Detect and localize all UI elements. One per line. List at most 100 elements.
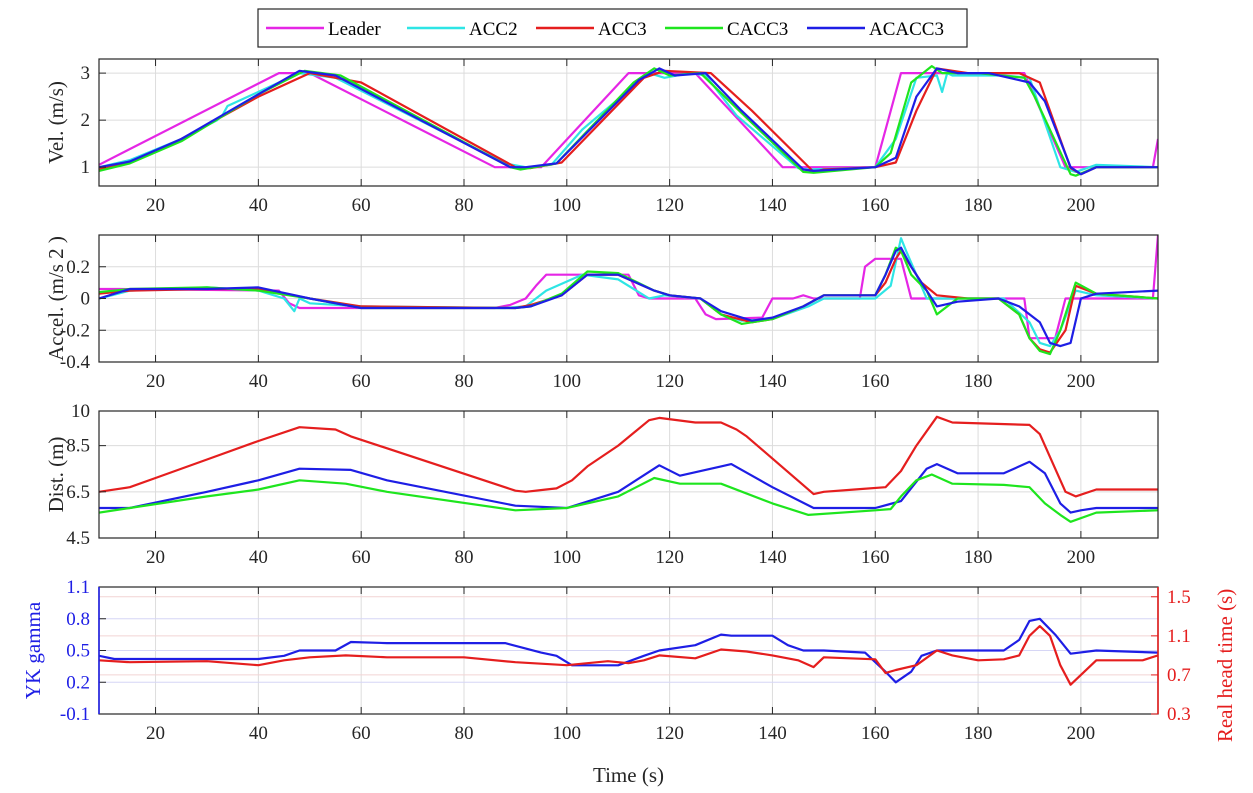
series-leader-line [99, 71, 1158, 169]
x-tick-label: 180 [964, 547, 993, 568]
y-right-tick-label: 0.7 [1167, 665, 1191, 686]
distance-panel: 20 40 60 80 100 120 140 160 180 200 4.5 6.5 8.5 10 Di… [44, 401, 1159, 568]
y-tick-label: 1.1 [66, 577, 90, 598]
velocity-axes-frame [98, 58, 1159, 187]
legend-entry-leader: Leader [266, 19, 381, 40]
distance-plot-area [99, 415, 1158, 523]
x-tick-label: 20 [146, 547, 165, 568]
x-tick-label: 60 [352, 723, 371, 744]
y-tick-label: 10 [71, 401, 90, 422]
y-tick-label: 0.2 [66, 257, 90, 278]
x-tick-label: 180 [964, 723, 993, 744]
x-tick-label: 120 [655, 723, 684, 744]
y-tick-label: 0 [81, 289, 91, 310]
velocity-panel: 20 40 60 80 100 120 140 160 180 200 1 2 3 Vel. (m/s) [44, 58, 1159, 216]
acceleration-tick-labels: 20 40 60 80 100 120 140 160 180 200 -0.4 -0.2 0 0.2 [60, 235, 1095, 392]
x-tick-label: 200 [1067, 723, 1096, 744]
gamma-headtime-panel: 20 40 60 80 100 120 140 160 180 200 -0.1 0.2 0.5 0.8 1… [21, 577, 1237, 787]
x-tick-label: 80 [454, 547, 473, 568]
y-right-tick-label: 1.1 [1167, 626, 1191, 647]
series-acacc3-line [99, 460, 1158, 514]
series-acc3-line [99, 67, 1158, 176]
y-tick-label: 3 [81, 63, 91, 84]
legend-entry-acacc3: ACACC3 [807, 19, 944, 40]
series-acc3-line [99, 249, 1158, 354]
y-tick-label: 6.5 [66, 482, 90, 503]
legend-label-acc2: ACC2 [469, 19, 518, 40]
velocity-plot-area [99, 64, 1158, 177]
series-acacc3-line [99, 67, 1158, 176]
series-real-head-time-line [99, 624, 1158, 686]
x-tick-label: 120 [655, 371, 684, 392]
x-tick-label: 180 [964, 371, 993, 392]
x-tick-label: 160 [861, 371, 890, 392]
x-tick-label: 40 [249, 547, 268, 568]
x-tick-label: 180 [964, 195, 993, 216]
y-tick-label: -0.2 [60, 320, 90, 341]
x-tick-label: 20 [146, 195, 165, 216]
x-tick-label: 20 [146, 371, 165, 392]
x-tick-label: 100 [553, 371, 582, 392]
distance-y-label: Dist. (m) [44, 437, 68, 513]
x-tick-label: 40 [249, 195, 268, 216]
x-tick-label: 140 [758, 547, 787, 568]
x-tick-label: 140 [758, 723, 787, 744]
x-tick-label: 80 [454, 371, 473, 392]
series-acc2-line [99, 71, 1158, 173]
distance-tick-labels: 20 40 60 80 100 120 140 160 180 200 4.5 6.5 8.5 10 [66, 401, 1095, 568]
velocity-tick-labels: 20 40 60 80 100 120 140 160 180 200 1 2 3 [81, 59, 1096, 216]
y-tick-label: 8.5 [66, 436, 90, 457]
time-x-label: Time (s) [593, 763, 664, 787]
y-tick-label: -0.1 [60, 704, 90, 725]
legend-label-acacc3: ACACC3 [869, 19, 944, 40]
acceleration-plot-area [99, 235, 1158, 356]
x-tick-label: 140 [758, 195, 787, 216]
velocity-y-label: Vel. (m/s) [44, 81, 68, 164]
series-acacc3-line [99, 246, 1158, 348]
x-tick-label: 60 [352, 371, 371, 392]
gamma-tick-labels: 20 40 60 80 100 120 140 160 180 200 -0.1 0.2 0.5 0.8 1… [60, 577, 1191, 744]
x-tick-label: 200 [1067, 371, 1096, 392]
y-tick-label: 0.2 [66, 672, 90, 693]
acceleration-y-label: Accel. (m/s 2 ) [44, 236, 68, 361]
x-tick-label: 140 [758, 371, 787, 392]
legend: Leader ACC2 ACC3 CACC3 ACACC3 [257, 8, 968, 48]
legend-label-leader: Leader [328, 19, 381, 40]
x-tick-label: 160 [861, 547, 890, 568]
legend-label-cacc3: CACC3 [727, 19, 788, 40]
legend-entry-acc3: ACC3 [536, 19, 647, 40]
x-tick-label: 80 [454, 195, 473, 216]
x-tick-label: 200 [1067, 547, 1096, 568]
y-tick-label: 0.5 [66, 641, 90, 662]
x-tick-label: 100 [553, 723, 582, 744]
y-right-tick-label: 1.5 [1167, 587, 1191, 608]
y-tick-label: -0.4 [60, 352, 91, 373]
x-tick-label: 100 [553, 547, 582, 568]
velocity-grid [99, 59, 1158, 186]
legend-entry-cacc3: CACC3 [665, 19, 788, 40]
x-tick-label: 120 [655, 195, 684, 216]
y-tick-label: 1 [81, 157, 91, 178]
x-tick-label: 120 [655, 547, 684, 568]
legend-entry-acc2: ACC2 [407, 19, 518, 40]
x-tick-label: 160 [861, 723, 890, 744]
distance-axes-frame [98, 410, 1159, 539]
gamma-plot-area [99, 617, 1158, 686]
series-cacc3-line [99, 246, 1158, 356]
y-tick-label: 2 [81, 110, 91, 131]
distance-grid [99, 410, 1158, 539]
series-yk-gamma-line [99, 617, 1158, 684]
x-tick-label: 80 [454, 723, 473, 744]
x-tick-label: 200 [1067, 195, 1096, 216]
x-tick-label: 160 [861, 195, 890, 216]
y-tick-label: 0.8 [66, 609, 90, 630]
headtime-y-label-right: Real head time (s) [1213, 589, 1237, 742]
x-tick-label: 60 [352, 195, 371, 216]
acceleration-panel: 20 40 60 80 100 120 140 160 180 200 -0.4 -0.2 0 0.2 A… [44, 234, 1159, 392]
x-tick-label: 40 [249, 723, 268, 744]
x-tick-label: 100 [553, 195, 582, 216]
series-cacc3-line [99, 473, 1158, 523]
x-tick-label: 60 [352, 547, 371, 568]
series-cacc3-line [99, 64, 1158, 177]
x-tick-label: 40 [249, 371, 268, 392]
